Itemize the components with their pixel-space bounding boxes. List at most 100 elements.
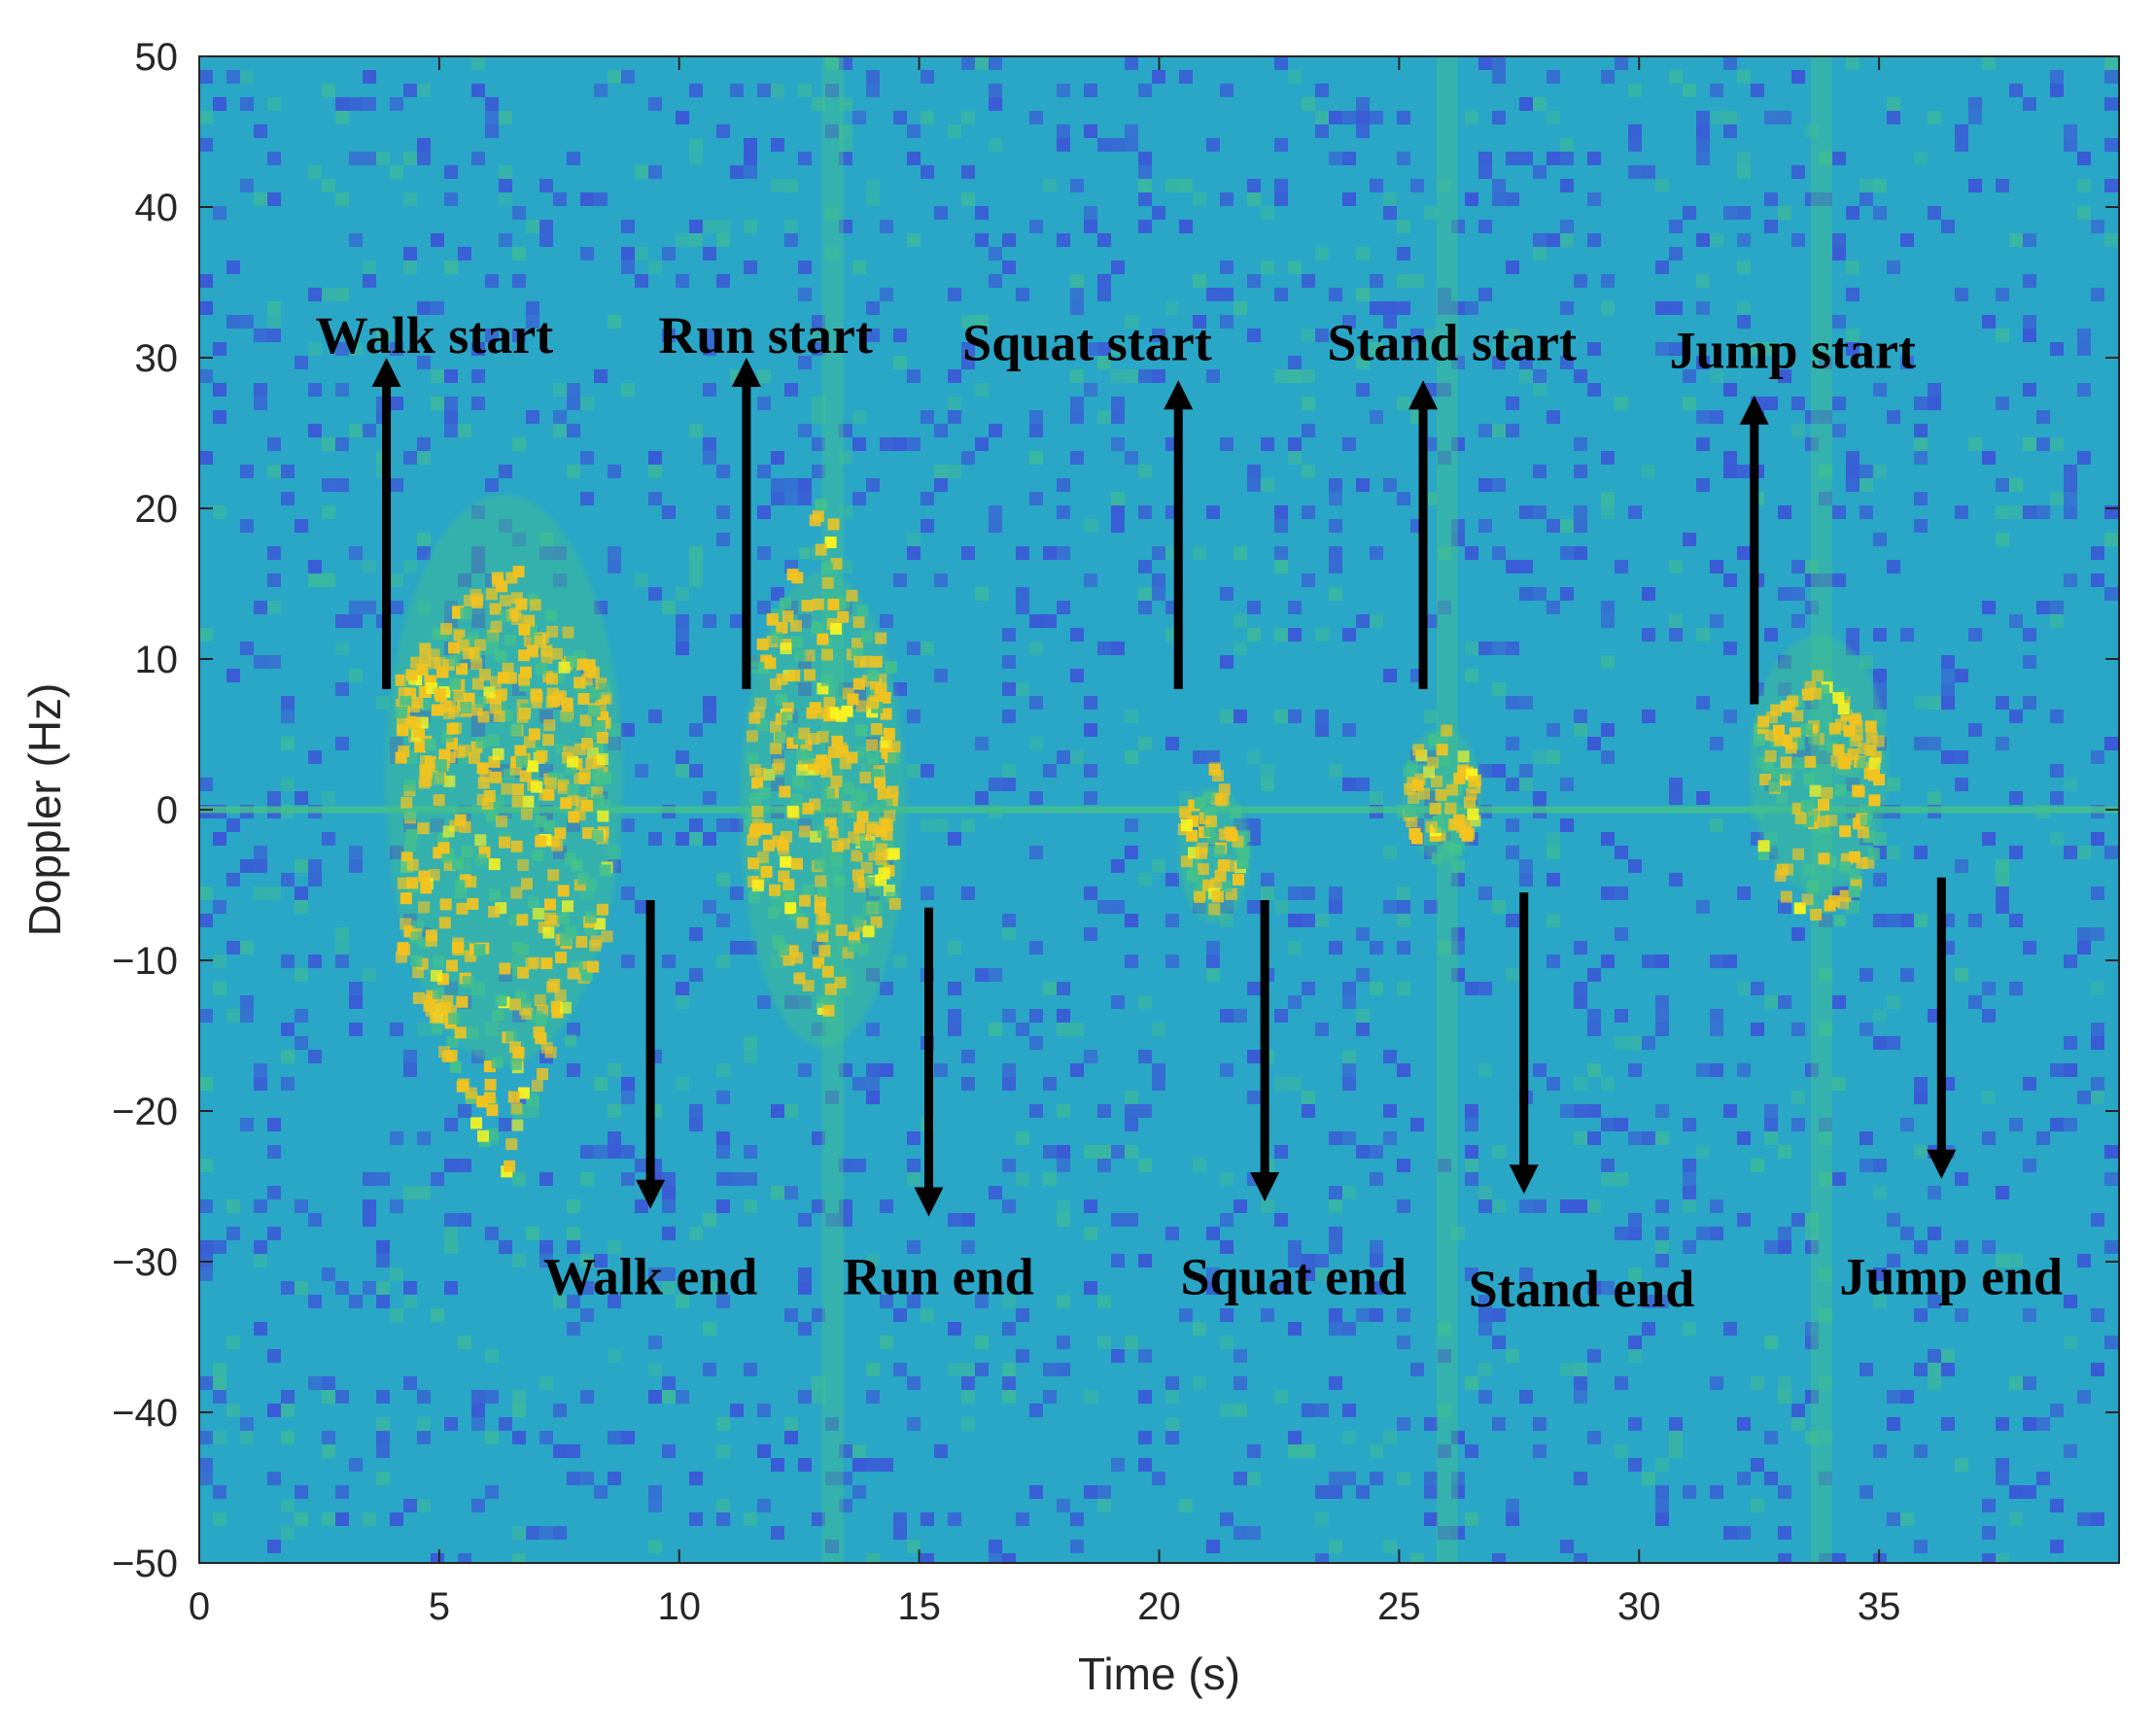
noise-cell <box>1057 233 1070 247</box>
noise-cell <box>852 1485 866 1499</box>
noise-cell <box>1220 587 1234 601</box>
noise-cell <box>1383 669 1397 682</box>
noise-cell <box>1791 1091 1805 1104</box>
noise-cell <box>1710 410 1723 424</box>
noise-cell <box>1914 1145 1928 1159</box>
noise-cell <box>1397 1472 1410 1485</box>
noise-cell <box>1465 1172 1478 1186</box>
noise-cell <box>281 955 295 968</box>
noise-cell <box>1179 1308 1193 1322</box>
noise-cell <box>226 70 240 84</box>
noise-cell <box>267 791 281 805</box>
noise-cell <box>1261 778 1274 791</box>
noise-cell <box>512 1404 526 1417</box>
noise-cell <box>553 410 567 424</box>
noise-cell <box>2091 546 2104 560</box>
noise-cell <box>1601 1281 1615 1295</box>
noise-cell <box>376 1431 390 1444</box>
noise-cell <box>1138 179 1152 192</box>
noise-cell <box>1097 1104 1111 1118</box>
noise-cell <box>1642 628 1655 642</box>
noise-cell <box>961 1213 975 1227</box>
noise-cell <box>975 791 989 805</box>
noise-cell <box>1111 1145 1125 1159</box>
arrow-stand-end <box>1509 892 1539 1195</box>
arrow-run-start <box>731 358 761 689</box>
noise-cell <box>1302 1444 1315 1458</box>
noise-cell <box>580 397 594 410</box>
noise-cell <box>1206 1540 1220 1553</box>
noise-cell <box>621 1091 635 1104</box>
noise-cell <box>1737 1213 1751 1227</box>
noise-cell <box>1152 859 1165 873</box>
noise-cell <box>1002 1077 1016 1091</box>
noise-cell <box>2118 1186 2119 1199</box>
noise-cell <box>1220 437 1234 451</box>
noise-cell <box>2009 1376 2023 1390</box>
noise-cell <box>893 437 907 451</box>
noise-cell <box>1968 97 1982 111</box>
noise-cell <box>608 1295 621 1308</box>
noise-cell <box>458 1159 471 1172</box>
noise-cell <box>1683 1186 1696 1199</box>
noise-cell <box>744 1363 757 1376</box>
noise-cell <box>1655 1499 1669 1512</box>
noise-cell <box>1220 1336 1234 1349</box>
noise-cell <box>1805 1240 1819 1254</box>
noise-cell <box>1138 601 1152 614</box>
noise-cell <box>1601 750 1615 764</box>
noise-cell <box>1819 573 1832 587</box>
noise-cell <box>1274 1077 1288 1091</box>
noise-cell <box>539 1240 553 1254</box>
noise-cell <box>1574 465 1587 478</box>
noise-cell <box>1873 179 1887 192</box>
noise-cell <box>1438 1159 1451 1172</box>
noise-cell <box>1465 1267 1478 1281</box>
noise-cell <box>1138 152 1152 165</box>
noise-cell <box>1016 1308 1029 1322</box>
noise-cell <box>1574 1376 1587 1390</box>
noise-cell <box>1519 859 1533 873</box>
noise-cell <box>1710 369 1723 383</box>
noise-cell <box>1914 451 1928 465</box>
noise-cell <box>281 1499 295 1512</box>
noise-cell <box>567 1063 580 1077</box>
noise-cell <box>1683 397 1696 410</box>
noise-cell <box>1669 342 1683 356</box>
spectrogram-noise <box>199 56 2119 1563</box>
noise-cell <box>308 1050 322 1063</box>
noise-cell <box>553 192 567 206</box>
noise-cell <box>594 1254 608 1267</box>
noise-cell <box>744 165 757 179</box>
noise-cell <box>1533 465 1547 478</box>
noise-cell <box>1138 165 1152 179</box>
noise-cell <box>1710 955 1723 968</box>
noise-cell <box>907 1540 921 1553</box>
noise-cell <box>1941 669 1955 682</box>
noise-cell <box>1846 206 1860 220</box>
noise-cell <box>2077 846 2091 859</box>
noise-cell <box>771 1104 784 1118</box>
noise-cell <box>1451 437 1465 451</box>
noise-cell <box>1451 1526 1465 1540</box>
noise-cell <box>335 1281 349 1295</box>
noise-cell <box>676 628 689 642</box>
noise-cell <box>471 152 485 165</box>
noise-cell <box>703 451 716 465</box>
noise-cell <box>716 465 730 478</box>
noise-cell <box>1955 138 1968 152</box>
noise-cell <box>1560 220 1574 233</box>
noise-cell <box>1791 927 1805 941</box>
noise-cell <box>2023 655 2036 669</box>
noise-cell <box>703 329 716 342</box>
noise-cell <box>1084 1145 1097 1159</box>
noise-cell <box>1982 982 1996 995</box>
noise-cell <box>961 192 975 206</box>
noise-cell <box>1574 505 1587 519</box>
noise-cell <box>1370 1472 1383 1485</box>
noise-cell <box>771 179 784 192</box>
noise-cell <box>1873 1267 1887 1281</box>
noise-cell <box>771 587 784 601</box>
noise-cell <box>2023 941 2036 955</box>
noise-cell <box>213 97 226 111</box>
